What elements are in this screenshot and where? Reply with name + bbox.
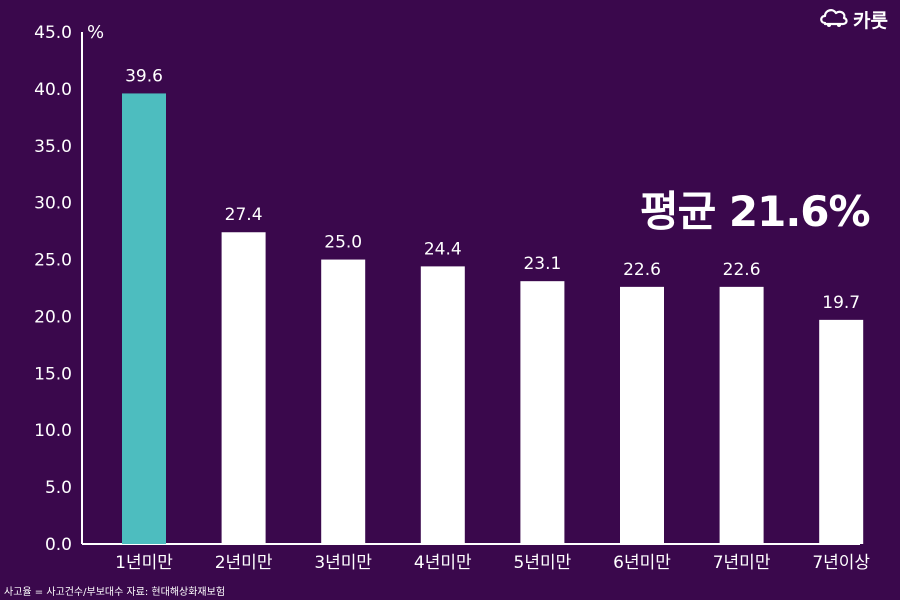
brand-logo: 카룻 [819, 6, 888, 33]
y-tick-label: 20.0 [34, 307, 72, 327]
y-tick-label: 5.0 [45, 478, 72, 498]
bar [719, 286, 764, 544]
bar-value-label: 19.7 [822, 293, 860, 313]
logo-text: 카룻 [853, 10, 888, 32]
y-tick-label: 25.0 [34, 251, 72, 271]
bar [321, 259, 366, 544]
bar [520, 281, 565, 544]
x-category-label: 3년미만 [314, 553, 372, 573]
x-category-label: 1년미만 [115, 553, 173, 573]
bar [420, 266, 465, 544]
y-tick-label: 45.0 [34, 23, 72, 43]
average-callout: 평균 21.6% [640, 187, 871, 236]
x-category-label: 5년미만 [514, 553, 572, 573]
bar [819, 319, 864, 544]
bar [122, 93, 166, 544]
car-cloud-icon [819, 6, 849, 33]
y-tick-label: 0.0 [45, 535, 72, 555]
bar [221, 232, 266, 544]
y-tick-label: 15.0 [34, 364, 72, 384]
bar-value-label: 27.4 [225, 205, 263, 225]
bar-value-label: 25.0 [324, 233, 362, 253]
y-tick-label: 10.0 [34, 421, 72, 441]
x-category-label: 7년이상 [812, 553, 870, 573]
bar-value-label: 22.6 [623, 260, 661, 280]
x-category-label: 7년미만 [713, 553, 771, 573]
bar-value-label: 23.1 [523, 254, 561, 274]
y-tick-label: 30.0 [34, 194, 72, 214]
bar [620, 286, 664, 544]
bar-value-label: 22.6 [723, 260, 761, 280]
x-category-label: 2년미만 [215, 553, 273, 573]
y-tick-label: 40.0 [34, 80, 72, 100]
bar-value-label: 39.6 [125, 66, 163, 86]
x-category-label: 6년미만 [613, 553, 671, 573]
bar-value-label: 24.4 [424, 239, 462, 259]
x-category-label: 4년미만 [414, 553, 472, 573]
footnote: 사고율 = 사고건수/부보대수 자료: 현대해상화재보험 [4, 587, 226, 598]
y-tick-label: 35.0 [34, 137, 72, 157]
y-axis-unit-label: % [87, 22, 104, 43]
